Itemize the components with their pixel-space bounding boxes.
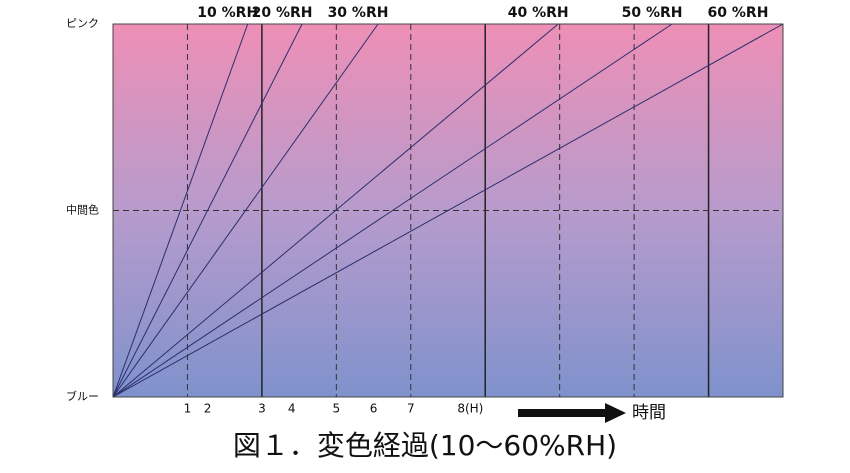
y-tick-label: 中間色 [66,203,99,217]
series-line [112,23,303,398]
y-tick-label: ブルー [66,389,99,403]
series-line [112,23,379,398]
series-line [112,23,559,398]
time-arrow [518,403,626,423]
x-tick-label: 6 [370,402,378,416]
chart-title: 図１．変色経過(10～60%RH) [233,429,617,462]
series-label: 20 %RH [252,5,313,21]
series-label: 30 %RH [328,5,389,21]
x-tick-label: 2 [204,402,212,416]
x-tick-label: 5 [333,402,341,416]
x-axis-label: 時間 [632,403,666,423]
y-tick-label: ピンク [66,17,99,30]
x-tick-label: 1 [184,402,192,416]
series-line [112,23,249,398]
x-tick-label: 3 [258,402,266,416]
series-label: 40 %RH [508,5,569,21]
series-line [112,23,673,398]
x-tick-label: 7 [407,402,415,416]
series-label: 50 %RH [622,5,683,21]
series-line [112,23,784,398]
plot-border [112,23,784,398]
series-label: 60 %RH [708,5,769,21]
x-tick-label: 4 [288,402,296,416]
x-tick-label: 8(H) [457,402,483,416]
series-label: 10 %RH [197,5,258,21]
